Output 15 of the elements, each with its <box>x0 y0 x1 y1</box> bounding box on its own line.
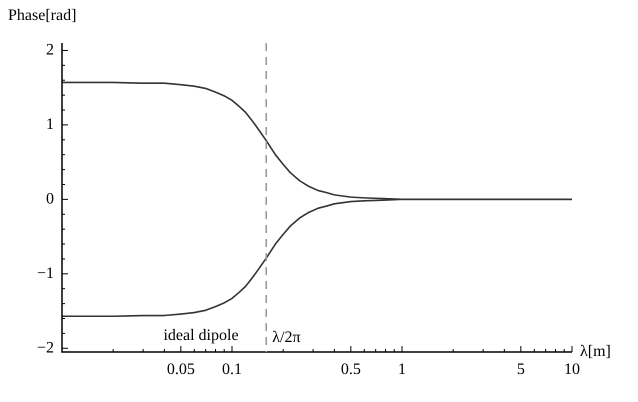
x-tick-label: 0.05 <box>166 360 195 378</box>
x-tick-label: 0.5 <box>340 360 361 378</box>
ref-line-label: λ/2π <box>272 329 301 346</box>
y-tick-label: −1 <box>36 265 54 282</box>
y-tick-label: 0 <box>46 190 54 208</box>
y-tick-label: 1 <box>46 116 54 134</box>
y-tick-label: 2 <box>46 42 54 59</box>
x-tick-label: 5 <box>516 360 525 378</box>
x-axis-title: λ[m] <box>580 343 611 360</box>
annotation: ideal dipole <box>163 327 239 344</box>
x-tick-label: 1 <box>398 360 406 378</box>
x-tick-label: 0.1 <box>222 360 242 378</box>
y-tick-label: −2 <box>36 339 54 356</box>
y-axis-title: Phase[rad] <box>8 7 76 24</box>
x-tick-label: 10 <box>564 360 580 378</box>
